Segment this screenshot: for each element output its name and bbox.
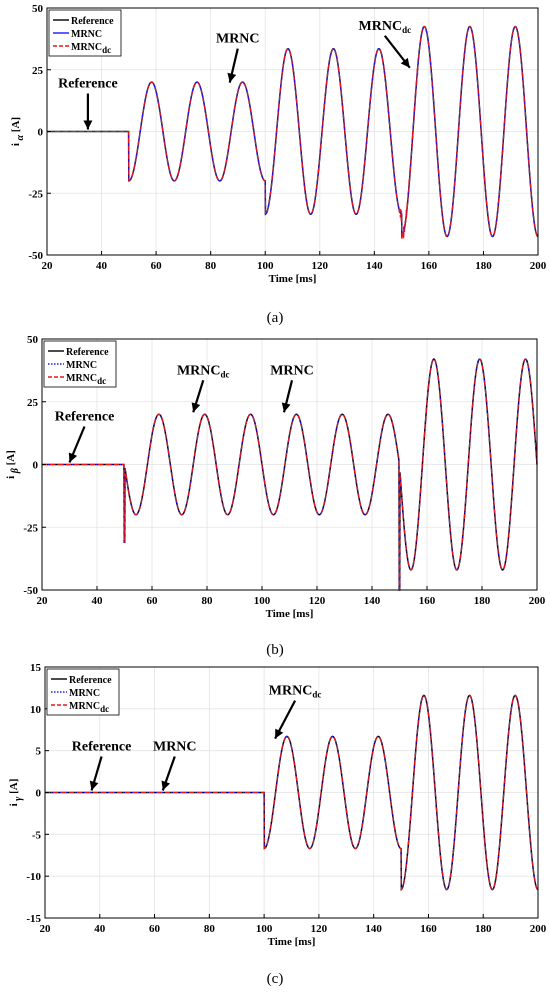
annotation-label: MRNC <box>270 363 314 378</box>
x-tick-label: 100 <box>256 923 273 935</box>
figure-caption: (a) <box>267 310 284 326</box>
y-tick-label: 15 <box>30 662 42 674</box>
x-tick-label: 180 <box>474 595 491 607</box>
chart-panel: 20 40 60 80 100 120 140 160 180 200 -50 -25 0 25 50 Tim… <box>10 3 547 326</box>
chart-panel: 20 40 60 80 100 120 140 160 180 200 -50 -25 0 25 50 Tim… <box>5 334 546 658</box>
y-tick-label: 0 <box>33 460 39 472</box>
y-tick-label: -25 <box>23 522 38 534</box>
annotation-label: Reference <box>58 77 118 92</box>
x-tick-label: 60 <box>151 260 163 272</box>
annotation-label: MRNC <box>153 740 197 755</box>
x-tick-label: 140 <box>365 923 382 935</box>
x-tick-label: 100 <box>254 595 271 607</box>
legend: Reference MRNC MRNCdc <box>48 9 122 57</box>
y-tick-label: 0 <box>36 788 42 800</box>
y-tick-label: -50 <box>28 250 43 262</box>
y-tick-label: 25 <box>32 65 44 77</box>
x-tick-label: 80 <box>202 595 214 607</box>
x-tick-label: 120 <box>312 260 329 272</box>
legend-entry: MRNCdc <box>66 373 106 386</box>
x-axis-label: Time [ms] <box>269 273 317 285</box>
x-tick-label: 160 <box>421 260 438 272</box>
x-tick-label: 120 <box>311 923 328 935</box>
y-axis-label: i α [A] <box>10 117 26 146</box>
x-tick-label: 60 <box>147 595 159 607</box>
x-tick-label: 120 <box>309 595 326 607</box>
x-tick-label: 20 <box>40 923 52 935</box>
x-tick-label: 40 <box>96 260 108 272</box>
figure-caption: (b) <box>266 642 284 658</box>
x-tick-label: 140 <box>366 260 383 272</box>
legend-entry: MRNC <box>71 29 102 40</box>
annotation-label: MRNCdc <box>359 19 412 35</box>
y-axis-label: i β [A] <box>5 450 21 479</box>
legend-entry: Reference <box>66 347 109 358</box>
annotation-label: MRNCdc <box>177 363 230 379</box>
y-tick-label: 0 <box>38 127 44 139</box>
x-tick-label: 40 <box>94 923 106 935</box>
legend-entry: Reference <box>69 675 112 686</box>
x-tick-label: 180 <box>475 260 492 272</box>
annotation-arrowhead <box>400 57 410 68</box>
x-tick-label: 20 <box>42 260 54 272</box>
x-tick-label: 100 <box>257 260 274 272</box>
annotation-label: Reference <box>55 410 115 425</box>
legend-entry: MRNC <box>66 360 97 371</box>
legend: Reference MRNC MRNCdc <box>43 340 117 388</box>
annotation-arrowhead <box>275 728 284 739</box>
x-tick-label: 140 <box>364 595 381 607</box>
legend-box <box>46 668 120 716</box>
figure-caption: (c) <box>267 971 284 987</box>
legend-entry: Reference <box>71 16 114 27</box>
x-tick-label: 80 <box>204 923 216 935</box>
annotation-label: Reference <box>72 740 132 755</box>
x-tick-label: 200 <box>530 923 547 935</box>
x-tick-label: 160 <box>420 923 437 935</box>
x-axis-label: Time [ms] <box>266 608 314 620</box>
legend: Reference MRNC MRNCdc <box>46 668 120 716</box>
annotation-label: MRNC <box>216 32 260 47</box>
series-line-mrnc-dc <box>42 358 538 591</box>
y-tick-label: -50 <box>23 585 38 597</box>
x-tick-label: 200 <box>529 595 546 607</box>
y-tick-label: 25 <box>27 397 39 409</box>
annotation-arrowhead <box>227 72 237 83</box>
legend-entry: MRNCdc <box>71 42 111 55</box>
y-axis-label: i γ [A] <box>8 779 24 807</box>
y-tick-label: 50 <box>27 334 39 346</box>
x-tick-label: 40 <box>92 595 104 607</box>
y-tick-label: -25 <box>28 188 43 200</box>
annotation-arrowhead <box>68 452 78 463</box>
legend-box <box>43 340 117 388</box>
chart-panel: 20 40 60 80 100 120 140 160 180 200 -15 -10 -5 0 5 10 15… <box>8 662 547 987</box>
annotation-arrowhead <box>191 402 201 413</box>
y-tick-label: 10 <box>30 704 42 716</box>
y-tick-label: -10 <box>26 871 41 883</box>
x-tick-label: 160 <box>419 595 436 607</box>
legend-entry: MRNCdc <box>69 701 109 714</box>
y-tick-label: -5 <box>32 829 42 841</box>
y-tick-label: 5 <box>36 746 42 758</box>
series-line-mrnc-dc <box>47 25 539 241</box>
annotation-label: MRNCdc <box>269 684 322 700</box>
x-axis-label: Time [ms] <box>268 936 316 948</box>
annotation-arrowhead <box>83 120 93 130</box>
annotation-arrowhead <box>161 780 171 791</box>
annotation-arrowhead <box>89 780 99 791</box>
x-tick-label: 60 <box>149 923 161 935</box>
legend-entry: MRNC <box>69 688 100 699</box>
annotation-arrowhead <box>281 402 291 413</box>
series-line-mrnc-dc <box>45 694 539 891</box>
x-tick-label: 80 <box>205 260 217 272</box>
x-tick-label: 20 <box>37 595 49 607</box>
y-tick-label: -15 <box>26 913 41 925</box>
x-tick-label: 200 <box>530 260 547 272</box>
y-tick-label: 50 <box>32 3 44 15</box>
x-tick-label: 180 <box>475 923 492 935</box>
